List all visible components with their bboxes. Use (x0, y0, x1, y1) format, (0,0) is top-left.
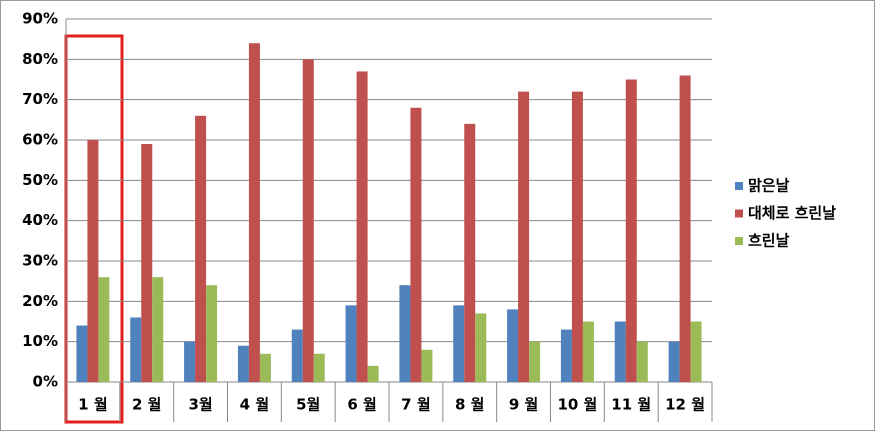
bar (76, 325, 88, 382)
y-tick-label: 10% (22, 332, 58, 350)
y-tick-label: 60% (22, 131, 58, 149)
bar (206, 285, 218, 382)
bar (313, 353, 325, 382)
x-tick-label: 7 월 (401, 396, 430, 414)
legend-swatch (735, 209, 743, 218)
bar (248, 43, 260, 382)
legend-swatch (735, 182, 743, 190)
bar (291, 329, 303, 382)
y-tick-label: 50% (22, 171, 58, 189)
y-tick-label: 40% (22, 211, 58, 229)
bar (184, 341, 196, 382)
legend-label: 흐린날 (748, 232, 790, 250)
bar (259, 353, 271, 382)
bar (636, 341, 648, 382)
bar (356, 71, 368, 382)
x-tick-label: 12 월 (665, 396, 705, 414)
bar (518, 91, 530, 382)
x-tick-label: 8 월 (455, 396, 484, 414)
bar (399, 285, 411, 382)
y-tick-label: 70% (22, 90, 58, 108)
x-tick-label: 2 월 (132, 396, 161, 414)
bar (614, 321, 626, 382)
bar (529, 341, 541, 382)
bar (625, 79, 637, 382)
bar (690, 321, 702, 382)
bar (668, 341, 680, 382)
bar (560, 329, 572, 382)
legend-label: 맑은날 (748, 177, 790, 195)
bar (130, 317, 142, 382)
x-tick-label: 6 월 (347, 396, 376, 414)
x-tick-label: 3월 (188, 396, 212, 414)
x-tick-label: 4 월 (240, 396, 269, 414)
bar (410, 107, 422, 382)
y-tick-label: 80% (22, 50, 58, 68)
y-tick-label: 90% (22, 10, 58, 28)
x-tick-label: 11 월 (611, 396, 651, 414)
bar (507, 309, 519, 382)
x-tick-label: 9 월 (509, 396, 538, 414)
legend-swatch (735, 237, 743, 245)
bar (195, 115, 207, 383)
bar (582, 321, 594, 382)
bar (345, 305, 357, 382)
bar (87, 140, 99, 382)
bar (453, 305, 465, 382)
x-tick-label: 10 월 (557, 396, 597, 414)
bar (679, 75, 691, 382)
bar (98, 277, 110, 382)
y-tick-label: 0% (33, 373, 58, 391)
x-tick-label: 5월 (296, 396, 320, 414)
x-tick-label: 1 월 (78, 396, 107, 414)
bar (237, 345, 249, 382)
bar (302, 59, 314, 382)
bar (464, 123, 476, 382)
y-tick-label: 20% (22, 292, 58, 310)
bar (475, 313, 487, 382)
bar (367, 365, 379, 382)
bar (152, 277, 164, 382)
bar (141, 144, 153, 382)
bar (571, 91, 583, 382)
bar (421, 349, 433, 382)
y-tick-label: 30% (22, 252, 58, 270)
legend-label: 대체로 흐린날 (748, 204, 836, 222)
